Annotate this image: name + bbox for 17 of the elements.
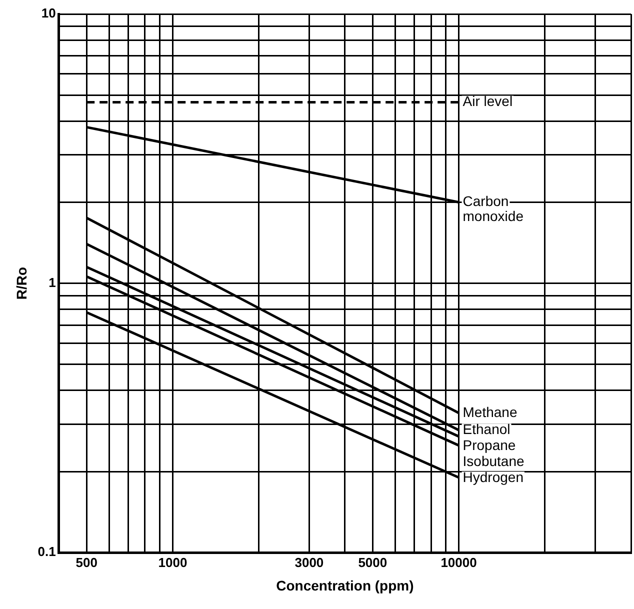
series-label: Propane [462,436,516,453]
x-tick-label: 5000 [358,554,388,570]
series-label: Hydrogen [462,468,524,485]
series-label: Isobutane [462,452,524,469]
series-label: Ethanol [462,420,510,437]
series-label: Methane [462,404,518,420]
x-tick-label: 1000 [158,554,188,570]
y-axis-title: R/Ro [13,266,30,300]
series-label: Air level [462,93,513,110]
x-axis-title: Concentration (ppm) [276,577,414,594]
series-label: Carbon monoxide [462,193,524,224]
x-tick-label: 3000 [294,554,324,570]
x-tick-label: 10000 [440,554,477,570]
y-tick-label: 10 [41,6,56,21]
x-tick-label: 500 [76,554,98,570]
y-tick-label: 1 [48,274,56,290]
y-tick-label: 0.1 [38,544,56,560]
